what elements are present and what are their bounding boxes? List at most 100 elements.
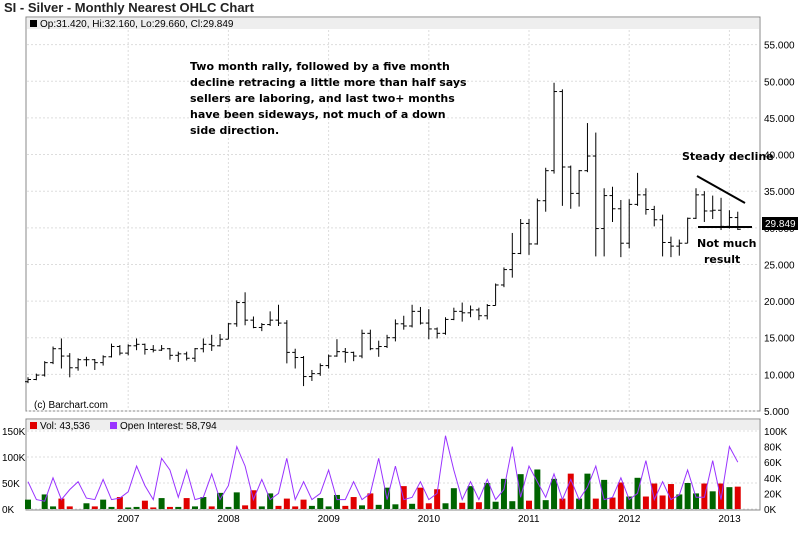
volume-bar <box>534 469 541 509</box>
ohlc-bar <box>609 186 616 222</box>
volume-bar <box>66 506 73 509</box>
ohlc-bar <box>66 353 73 378</box>
ohlc-bar <box>108 343 115 358</box>
x-tick-label: 2012 <box>618 514 641 525</box>
volume-bar <box>283 498 290 509</box>
ohlc-bar <box>551 82 558 174</box>
ohlc-bar <box>576 169 583 207</box>
oi-legend-text: Open Interest: 58,794 <box>120 421 217 432</box>
ohlc-bar <box>400 315 407 330</box>
ohlc-bar <box>300 356 307 387</box>
volume-bar <box>175 506 182 509</box>
volume-bar <box>425 503 432 509</box>
note-line-3: sellers are laboring, and last two+ mont… <box>190 92 455 105</box>
volume-bar <box>166 506 173 509</box>
ohlc-bar <box>125 344 132 356</box>
volume-bar <box>734 486 741 509</box>
ohlc-bar <box>425 309 432 340</box>
volume-bar <box>576 498 583 509</box>
ohlc-bar <box>25 377 31 384</box>
volume-bar <box>217 492 224 509</box>
ohlc-bar <box>459 302 466 322</box>
volume-bar <box>342 505 349 509</box>
price-tick-label: 35.000 <box>764 187 795 198</box>
ohlc-bar <box>175 351 182 362</box>
last-price-text: 29.849 <box>765 219 796 230</box>
volume-bar <box>617 482 624 509</box>
price-tick-label: 5.000 <box>764 407 789 418</box>
volume-bar <box>651 483 658 509</box>
volume-bar <box>417 487 424 509</box>
vol-legend-swatch <box>30 422 37 429</box>
ohlc-bar <box>258 323 265 332</box>
volume-bar <box>434 489 441 509</box>
ohlc-bar <box>659 214 666 257</box>
ohlc-bar <box>584 123 591 173</box>
volume-bar <box>41 494 48 509</box>
ohlc-bar <box>208 334 215 351</box>
ohlc-bar <box>442 317 449 335</box>
volume-bar <box>50 506 57 509</box>
ohlc-bar <box>267 311 274 327</box>
ohlc-bar <box>475 307 482 321</box>
price-tick-label: 50.000 <box>764 77 795 88</box>
ohlc-bar <box>308 369 315 381</box>
volume-bar <box>584 473 591 509</box>
x-tick-label: 2008 <box>217 514 240 525</box>
ohlc-bar <box>592 132 599 257</box>
ohlc-bar <box>283 320 290 364</box>
ohlc-bar <box>642 188 649 215</box>
volume-right-tick: 40K <box>764 474 782 485</box>
x-tick-label: 2013 <box>718 514 741 525</box>
ohlc-bar <box>359 329 365 359</box>
volume-bar <box>567 473 574 509</box>
volume-bar <box>333 494 340 509</box>
ohlc-bar <box>116 345 123 356</box>
volume-bar <box>308 505 315 509</box>
ohlc-legend-text: Op:31.420, Hi:32.160, Lo:29.660, Cl:29.8… <box>40 19 234 30</box>
ohlc-bar <box>317 363 324 376</box>
volume-bar <box>133 506 140 509</box>
ohlc-bar <box>133 338 140 351</box>
volume-panel <box>25 418 761 511</box>
ohlc-bar <box>500 267 507 288</box>
ohlc-bar <box>509 232 516 278</box>
ohlc-bar <box>342 347 349 363</box>
ohlc-bar <box>450 307 457 321</box>
volume-y-axis: 0K 50K 100K 150K 0K 20K 40K 60K 80K 100K <box>2 427 788 516</box>
volume-bar <box>225 506 232 509</box>
ohlc-bar <box>409 304 416 328</box>
volume-bar <box>684 483 691 509</box>
ohlc-bar <box>333 339 340 357</box>
ohlc-bar <box>200 338 207 353</box>
volume-bar <box>676 494 683 509</box>
last-price-box <box>762 217 798 230</box>
volume-bar <box>709 491 716 509</box>
price-tick-label: 25.000 <box>764 260 795 271</box>
volume-bar <box>141 500 148 509</box>
volume-bar <box>484 483 491 509</box>
ohlc-bar <box>534 198 541 245</box>
volume-bar <box>409 503 416 509</box>
ohlc-bar <box>375 340 382 357</box>
ohlc-bar <box>384 334 391 348</box>
ohlc-bar <box>626 199 633 249</box>
ohlc-bar <box>693 188 699 220</box>
volume-bar <box>317 498 324 509</box>
ohlc-bar <box>83 356 90 367</box>
ohlc-bar <box>166 347 173 360</box>
price-tick-label: 45.000 <box>764 114 795 125</box>
ohlc-bar <box>651 205 658 227</box>
ohlc-bar <box>275 304 282 327</box>
volume-bar <box>200 497 207 509</box>
note-line-5: side direction. <box>190 124 279 137</box>
x-tick-label: 2009 <box>318 514 341 525</box>
price-bars <box>25 82 741 387</box>
volume-bar <box>475 502 482 509</box>
volume-bar <box>559 498 566 509</box>
credit-text: (c) Barchart.com <box>34 400 108 411</box>
volume-bar <box>233 492 240 509</box>
ohlc-bar <box>559 89 566 206</box>
volume-bar <box>726 487 733 509</box>
volume-bar <box>592 498 599 509</box>
